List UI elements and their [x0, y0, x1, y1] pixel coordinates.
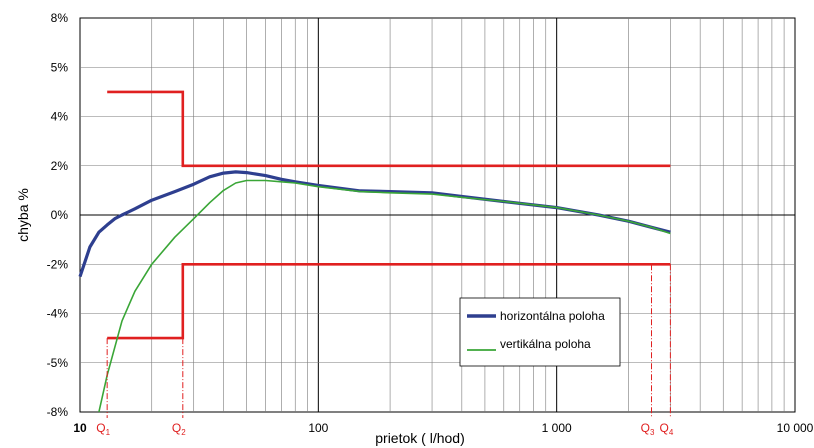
- legend-label-vertical: vertikálna poloha: [500, 337, 591, 351]
- y-tick-label: 4%: [51, 110, 69, 124]
- q-marker-subscript: 2: [181, 428, 186, 437]
- y-tick-labels: 8% 5% 4% 2% 0% -2% -4% -5% -8%: [47, 11, 69, 419]
- y-tick-label: -4%: [47, 307, 69, 321]
- grid-lines: [79, 17, 796, 413]
- x-tick-label: 10: [73, 421, 87, 435]
- y-tick-label: 0%: [51, 208, 69, 222]
- y-tick-label: 8%: [51, 11, 69, 25]
- x-tick-label: 1 000: [542, 421, 572, 435]
- y-tick-label: 2%: [51, 159, 69, 173]
- q-marker-subscript: 4: [669, 428, 674, 437]
- x-tick-labels: 10 100 1 000 10 000: [73, 421, 813, 435]
- y-tick-label: -5%: [47, 356, 69, 370]
- legend-label-horizontal: horizontálna poloha: [500, 309, 605, 323]
- q-marker-label: Q2: [172, 421, 186, 437]
- q-marker-label: Q1: [96, 421, 110, 437]
- legend-box: [459, 297, 621, 367]
- y-tick-label: -8%: [47, 405, 69, 419]
- x-tick-label: 100: [308, 421, 328, 435]
- q-marker-label: Q3: [641, 421, 655, 437]
- y-tick-label: 5%: [51, 60, 69, 74]
- q-marker-subscript: 3: [650, 428, 655, 437]
- y-tick-label: -2%: [47, 257, 69, 271]
- series-lines: [78, 170, 671, 413]
- limit-line-lower: [107, 262, 671, 340]
- limit-line-upper: [107, 90, 671, 168]
- x-axis-label: prietok ( l/hod): [375, 430, 464, 446]
- x-tick-label: 10 000: [777, 421, 814, 435]
- limit-lines: [107, 90, 671, 340]
- y-axis-label: chyba %: [15, 188, 31, 242]
- q-marker-label: Q4: [659, 421, 673, 437]
- series-line-horizontal: [78, 170, 671, 278]
- legend: horizontálna poloha vertikálna poloha: [459, 297, 621, 367]
- q-marker-subscript: 1: [106, 428, 111, 437]
- series-line-vertical: [98, 179, 671, 413]
